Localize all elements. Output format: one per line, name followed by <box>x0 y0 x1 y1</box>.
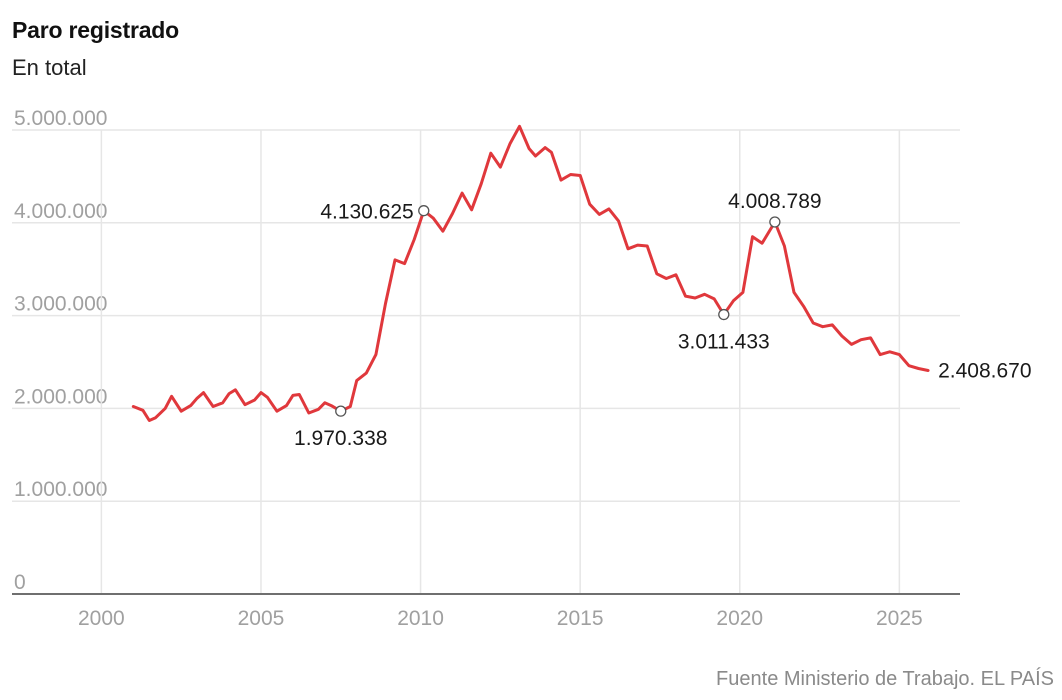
y-tick-label: 4.000.000 <box>14 200 107 223</box>
x-tick-label: 2015 <box>557 607 604 630</box>
annotation-label: 3.011.433 <box>678 331 770 354</box>
y-tick-label: 1.000.000 <box>14 478 107 501</box>
x-tick-label: 2020 <box>716 607 763 630</box>
annotation-marker <box>335 405 347 417</box>
annotation-label: 4.008.789 <box>728 190 821 213</box>
y-tick-label: 5.000.000 <box>14 107 107 130</box>
x-tick-label: 2025 <box>876 607 923 630</box>
annotation-marker <box>418 205 430 217</box>
x-tick-label: 2005 <box>238 607 285 630</box>
y-tick-label: 0 <box>14 571 26 594</box>
chart-subtitle: En total <box>12 55 87 80</box>
chart-title: Paro registrado <box>12 17 179 43</box>
series-line <box>131 124 930 422</box>
x-tick-label: 2010 <box>397 607 444 630</box>
annotation-label: 1.970.338 <box>294 427 387 450</box>
annotation-marker <box>718 308 730 321</box>
annotation-marker <box>769 216 781 228</box>
annotation-label: 2.408.670 <box>938 359 1031 382</box>
source-note: Fuente Ministerio de Trabajo. EL PAÍS <box>716 668 1054 690</box>
y-tick-label: 3.000.000 <box>14 293 107 316</box>
x-tick-label: 2000 <box>78 607 125 630</box>
y-tick-label: 2.000.000 <box>14 385 107 408</box>
annotation-label: 4.130.625 <box>320 201 413 224</box>
